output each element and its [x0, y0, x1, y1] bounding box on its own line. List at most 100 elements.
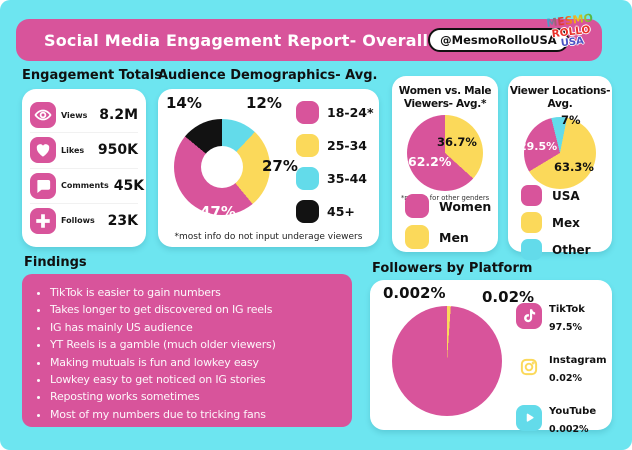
legend-item-instagram: Instagram 0.02%: [516, 349, 607, 384]
handle-badge: @MesmoRolloUSA: [428, 28, 569, 52]
brand-logo: MESMO ROLLO USA: [545, 11, 597, 51]
platforms-pie-chart: 97.5%: [392, 306, 502, 434]
legend-item: USA: [521, 185, 591, 206]
finding-item: Lowkey easy to get noticed on IG stories: [50, 371, 338, 388]
finding-item: Reposting works sometimes: [50, 388, 338, 405]
engagement-value: 8.2M: [99, 107, 138, 124]
engagement-row-views: Views 8.2M: [30, 98, 138, 132]
header-bar: Social Media Engagement Report- Overall …: [16, 11, 602, 61]
engagement-label: Comments: [61, 181, 109, 191]
demographics-pct-25-34: 27%: [262, 157, 298, 175]
gender-legend: Women Men: [405, 194, 491, 249]
platforms-pct-youtube: 0.002%: [383, 284, 446, 302]
engagement-row-likes: Likes 950K: [30, 132, 138, 167]
legend-swatch-pink: [296, 101, 319, 124]
engagement-totals-title: Engagement Totals: [22, 68, 162, 83]
plus-icon: [30, 207, 56, 234]
demographics-footnote: *most info do not input underage viewers: [174, 232, 363, 242]
finding-item: TikTok is easier to gain numbers: [50, 284, 338, 301]
gender-card: Women vs. Male Viewers- Avg.* 36.7% 62.2…: [392, 76, 498, 252]
legend-item-tiktok: TikTok 97.5%: [516, 298, 607, 333]
engagement-value: 23K: [107, 212, 138, 229]
legend-label: TikTok: [549, 304, 585, 315]
youtube-icon: [516, 404, 542, 431]
findings-list: TikTok is easier to gain numbers Takes l…: [50, 284, 338, 423]
legend-swatch-pink: [521, 185, 542, 206]
legend-label: 35-44: [327, 171, 367, 186]
engagement-value: 950K: [97, 142, 138, 159]
legend-item: Women: [405, 194, 491, 218]
engagement-row-follows: Follows 23K: [30, 202, 138, 238]
locations-pie-chart: 7% 29.5% 63.3%: [519, 113, 596, 190]
locations-legend: USA Mex Other: [521, 185, 591, 260]
legend-item: Men: [405, 225, 491, 249]
demographics-donut-chart: [174, 119, 270, 215]
legend-text: Instagram 0.02%: [549, 349, 607, 384]
locations-title-line2: Avg.: [547, 98, 573, 111]
legend-pct: 0.002%: [549, 423, 589, 435]
legend-label: Other: [552, 242, 591, 257]
findings-title: Findings: [24, 255, 87, 270]
legend-label: 45+: [327, 204, 355, 219]
heart-icon: [30, 137, 56, 164]
platforms-pct-tiktok: 97.5%: [440, 415, 496, 434]
legend-item-youtube: YouTube 0.002%: [516, 400, 607, 435]
legend-swatch-pink: [405, 194, 429, 218]
legend-item: 25-34: [296, 134, 374, 157]
legend-item: Mex: [521, 212, 591, 233]
legend-label: 25-34: [327, 138, 367, 153]
finding-item: Most of my numbers due to tricking fans: [50, 406, 338, 423]
demographics-title: Audience Demographics- Avg.: [158, 68, 378, 83]
demographics-pct-35-44: 12%: [246, 94, 282, 112]
gender-title: Women vs. Male Viewers- Avg.*: [392, 85, 498, 111]
gender-title-line1: Women vs. Male: [398, 85, 492, 97]
legend-label: Instagram: [549, 355, 607, 367]
demographics-legend: 18-24* 25-34 35-44 45+: [296, 101, 374, 223]
tiktok-icon: [516, 302, 542, 329]
finding-item: Making mutuals is fun and lowkey easy: [50, 354, 338, 371]
legend-label: Women: [439, 198, 492, 214]
finding-item: YT Reels is a gamble (much older viewers…: [50, 336, 338, 353]
legend-swatch-cyan: [296, 167, 319, 190]
legend-text: YouTube 0.002%: [549, 400, 596, 435]
locations-title: Viewer Locations- Avg.: [508, 85, 612, 111]
platforms-title: Followers by Platform: [372, 261, 533, 276]
engagement-label: Views: [61, 110, 88, 120]
locations-card: Viewer Locations- Avg. 7% 29.5% 63.3% US…: [508, 76, 612, 260]
gender-pct-men: 36.7%: [437, 135, 477, 150]
legend-swatch-yellow: [296, 134, 319, 157]
demographics-pct-18-24: 47%: [200, 203, 236, 221]
legend-label: 18-24*: [327, 105, 374, 120]
engagement-totals-card: Views 8.2M Likes 950K Comments 45K Follo…: [22, 89, 146, 247]
gender-pie-chart: 36.7% 62.2%: [407, 115, 483, 192]
gender-title-line2: Viewers- Avg.*: [403, 98, 487, 111]
legend-swatch-yellow: [521, 212, 542, 233]
legend-label: Mex: [552, 215, 580, 230]
legend-item: 45+: [296, 200, 374, 223]
findings-panel: TikTok is easier to gain numbers Takes l…: [22, 274, 352, 427]
platforms-legend: TikTok 97.5% Instagram 0.02% YouTube: [516, 298, 607, 436]
engagement-label: Likes: [61, 145, 85, 155]
engagement-row-comments: Comments 45K: [30, 167, 144, 203]
legend-label: USA: [552, 188, 580, 203]
page-title: Social Media Engagement Report- Overall: [44, 30, 429, 50]
legend-swatch-cyan: [521, 239, 542, 260]
legend-swatch-yellow: [405, 225, 429, 249]
gender-pct-women: 62.2%: [408, 154, 452, 170]
legend-pct: 97.5%: [549, 321, 582, 333]
finding-item: Takes longer to get discovered on IG ree…: [50, 301, 338, 318]
locations-pct-usa: 29.5%: [519, 140, 558, 154]
locations-title-line1: Viewer Locations-: [509, 85, 611, 97]
legend-item: 18-24*: [296, 101, 374, 124]
locations-pct-mex: 63.3%: [554, 160, 594, 175]
demographics-pct-45plus: 14%: [166, 94, 202, 112]
legend-pct: 0.02%: [549, 372, 582, 384]
engagement-value: 45K: [113, 177, 145, 194]
legend-item: 35-44: [296, 167, 374, 190]
eye-icon: [30, 102, 56, 129]
comment-icon: [30, 172, 56, 199]
locations-pct-other: 7%: [561, 113, 581, 128]
finding-item: IG has mainly US audience: [50, 319, 338, 336]
legend-item: Other: [521, 239, 591, 260]
